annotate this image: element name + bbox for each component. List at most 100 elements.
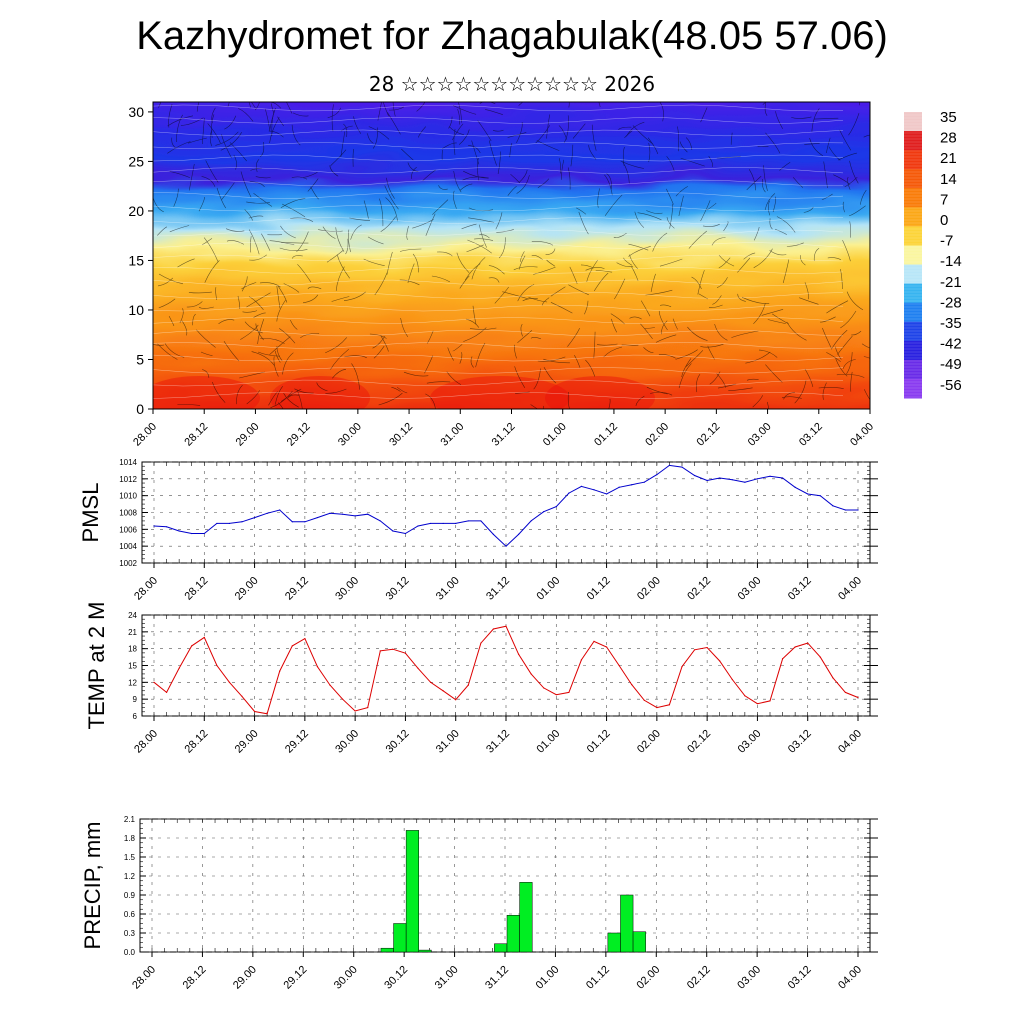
colorbar-segment xyxy=(904,112,922,132)
temp-panel-data-point xyxy=(756,703,759,705)
temp-panel-y-tick-label: 15 xyxy=(128,662,137,671)
pmsl-panel-data-point xyxy=(216,522,218,525)
precip-panel-x-tick-label: 01.12 xyxy=(584,964,612,992)
precip-panel-x-tick-label: 31.00 xyxy=(433,964,461,992)
pmsl-panel-x-tick-label: 01.12 xyxy=(585,575,613,603)
colorbar-segment xyxy=(904,321,922,342)
temp-panel-data-point xyxy=(568,691,570,694)
temp-panel-data-point xyxy=(618,664,620,667)
heatmap-y-tick-label: 15 xyxy=(128,252,144,268)
pmsl-panel-data-point xyxy=(329,512,331,514)
temp-panel-data-point xyxy=(605,646,608,648)
temp-panel-data-point xyxy=(467,684,469,686)
heatmap-x-tick-label: 03.12 xyxy=(797,421,825,449)
pmsl-panel-data-point xyxy=(819,495,821,497)
temp-panel-x-tick-label: 30.12 xyxy=(384,728,412,756)
temp-panel-data-point xyxy=(329,684,331,686)
temp-panel-data-point xyxy=(794,646,796,648)
pmsl-panel-data-point xyxy=(228,522,231,525)
temperature-field xyxy=(153,102,870,409)
pmsl-panel-data-point xyxy=(241,521,243,523)
pmsl-panel-x-tick-label: 29.00 xyxy=(233,575,261,603)
pmsl-panel-y-tick-label: 1006 xyxy=(119,525,137,534)
pmsl-panel-data-point xyxy=(756,478,759,480)
heatmap-x-tick-label: 30.12 xyxy=(387,421,415,449)
colorbar: 35 28 21 14 7 0 -7 -14 -21 -28 -35 -42 -49 -56 xyxy=(904,109,962,399)
pmsl-panel: 28.00 28.12 29.00 29.12 30.00 30.12 31.00 31.12… xyxy=(78,458,878,603)
temp-panel-x-tick-label: 01.12 xyxy=(585,728,613,756)
pmsl-panel-data-point xyxy=(467,520,469,522)
pmsl-panel-data-point xyxy=(429,522,432,525)
precip-panel-y-tick-label: 0.0 xyxy=(124,948,136,957)
precip-panel-x-tick-label: 30.12 xyxy=(382,964,410,992)
pmsl-panel-data-point xyxy=(731,479,733,481)
temp-panel-data-point xyxy=(216,664,218,667)
pmsl-panel-data-point xyxy=(631,484,633,486)
pmsl-panel-y-tick-label: 1014 xyxy=(119,458,137,467)
precip-panel-x-tick-label: 02.12 xyxy=(685,964,713,992)
precip-panel-x-tick-label: 28.00 xyxy=(130,964,158,992)
contour-lines xyxy=(153,104,844,399)
temp-panel-frame xyxy=(141,614,871,717)
temp-panel-x-tick-label: 31.12 xyxy=(484,728,512,756)
temp-panel-data-point xyxy=(530,673,532,675)
pmsl-panel-data-point xyxy=(455,522,457,525)
temp-panel-data-point xyxy=(191,645,193,647)
colorbar-label: 7 xyxy=(940,191,948,208)
heatmap-y-tick-label: 5 xyxy=(136,351,144,367)
temp-panel-data-point xyxy=(580,659,583,661)
precip-panel-y-tick-label: 1.2 xyxy=(124,872,136,881)
pmsl-panel-x-tick-label: 28.12 xyxy=(182,575,210,603)
temp-panel-x-tick-label: 02.00 xyxy=(635,728,663,756)
precip-bar xyxy=(620,894,634,953)
pmsl-panel-x-tick-label: 02.12 xyxy=(685,575,713,603)
colorbar-label: 0 xyxy=(940,212,948,229)
pmsl-panel-x-tick-label: 30.12 xyxy=(384,575,412,603)
temp-panel-data-point xyxy=(505,625,507,627)
temp-panel-data-point xyxy=(844,691,847,694)
colorbar-label: -14 xyxy=(940,253,962,270)
pmsl-panel-data-point xyxy=(681,466,683,468)
temp-panel-x-tick-label: 31.00 xyxy=(434,728,462,756)
temp-panel-ylabel: TEMP at 2 M xyxy=(84,602,109,730)
pmsl-panel-data-point xyxy=(568,492,570,494)
temp-panel-data-point xyxy=(379,650,381,652)
colorbar-label: -35 xyxy=(940,315,962,332)
pmsl-panel-data-point xyxy=(844,509,847,511)
pmsl-panel-data-point xyxy=(832,505,834,507)
precip-panel-y-tick-label: 1.5 xyxy=(124,853,136,862)
pmsl-panel-x-tick-label: 02.00 xyxy=(635,575,663,603)
temp-panel-data-point xyxy=(656,706,658,709)
pmsl-panel-x-tick-label: 03.00 xyxy=(736,575,764,603)
precip-panel-x-tick-label: 01.00 xyxy=(534,964,562,992)
colorbar-label: -42 xyxy=(940,336,962,353)
heatmap-x-tick-label: 01.00 xyxy=(541,421,569,449)
pmsl-panel-data-point xyxy=(291,521,293,523)
temp-panel-data-point xyxy=(429,681,432,683)
heatmap-y-tick-label: 30 xyxy=(128,104,144,120)
pmsl-panel-data-point xyxy=(392,530,394,532)
pmsl-panel-data-point xyxy=(266,512,268,514)
temp-panel-y-tick-label: 12 xyxy=(128,678,137,687)
pmsl-panel-data-point xyxy=(668,464,671,466)
colorbar-segment xyxy=(904,245,922,266)
pmsl-panel-data-point xyxy=(693,474,696,477)
warm-spot xyxy=(270,376,370,409)
pmsl-panel-data-point xyxy=(555,506,557,508)
pmsl-panel-data-point xyxy=(769,475,771,477)
pmsl-panel-x-tick-label: 03.12 xyxy=(786,575,814,603)
temp-panel-data-point xyxy=(203,636,205,639)
chart-subtitle: 28 ☆☆☆☆☆☆☆☆☆☆☆ 2026 xyxy=(368,72,656,96)
heatmap-y-tick-label: 20 xyxy=(128,203,144,219)
pmsl-panel-data-point xyxy=(543,511,545,513)
heatmap-y-tick-label: 0 xyxy=(136,401,144,417)
temp-panel-data-point xyxy=(706,646,708,649)
temp-panel-data-point xyxy=(367,706,369,709)
temp-panel-data-point xyxy=(266,713,268,715)
precip-bar xyxy=(506,915,520,953)
temp-panel-data-point xyxy=(543,687,545,689)
precip-panel-x-tick-label: 03.00 xyxy=(735,964,763,992)
pmsl-panel-data-point xyxy=(165,526,168,528)
precip-panel-ylabel: PRECIP, mm xyxy=(80,822,105,950)
precip-panel-x-tick-label: 29.00 xyxy=(231,964,259,992)
